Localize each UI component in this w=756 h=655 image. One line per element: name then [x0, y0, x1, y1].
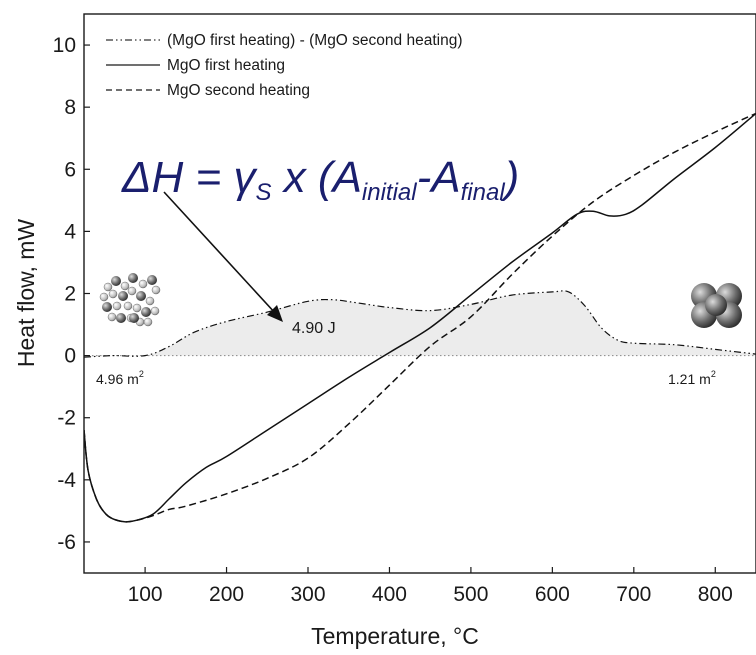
- annotation-arrowhead: [267, 305, 283, 322]
- legend-label-first: MgO first heating: [167, 57, 285, 74]
- y-tick-label: 8: [64, 96, 76, 119]
- right-surface-area-label: 1.21 m2: [668, 369, 716, 387]
- x-tick-label: 500: [453, 583, 488, 606]
- legend-label-diff: (MgO first heating) - (MgO second heatin…: [167, 32, 462, 49]
- y-tick-label: 4: [64, 220, 76, 243]
- y-tick-label: -6: [57, 531, 76, 554]
- x-tick-label: 800: [698, 583, 733, 606]
- x-tick-label: 300: [290, 583, 325, 606]
- series-layer: [84, 112, 756, 523]
- x-tick-label: 400: [372, 583, 407, 606]
- annotation-arrow: [163, 191, 277, 315]
- peak-area-fill: [84, 290, 756, 358]
- nanoparticle-cluster-icon: [99, 273, 161, 327]
- y-tick-label: 0: [64, 345, 76, 368]
- legend: (MgO first heating) - (MgO second heatin…: [106, 32, 462, 99]
- x-tick-label: 100: [128, 583, 163, 606]
- y-tick-label: -2: [57, 407, 76, 430]
- x-tick-label: 700: [616, 583, 651, 606]
- series-line-difference: [84, 290, 756, 358]
- legend-label-second: MgO second heating: [167, 82, 310, 99]
- y-axis-title: Heat flow, mW: [13, 219, 39, 368]
- x-tick-label: 600: [535, 583, 570, 606]
- left-surface-area-label: 4.96 m2: [96, 369, 144, 387]
- y-tick-label: 6: [64, 158, 76, 181]
- x-axis-title: Temperature, °C: [311, 623, 479, 649]
- y-tick-label: 10: [53, 34, 76, 57]
- ticks-layer: 100 200 300 400 500 600 700 800 -6 -4 -2 0 2 4 6 8 10: [53, 34, 733, 606]
- series-line-second-heating: [84, 112, 756, 523]
- peak-area-label: 4.90 J: [292, 320, 336, 337]
- formula-annotation: ΔH = γS x (Ainitial-Afinal): [121, 153, 519, 206]
- x-tick-label: 200: [209, 583, 244, 606]
- y-tick-label: 2: [64, 283, 76, 306]
- sintered-particle-icon: [691, 283, 742, 328]
- y-tick-label: -4: [57, 469, 76, 492]
